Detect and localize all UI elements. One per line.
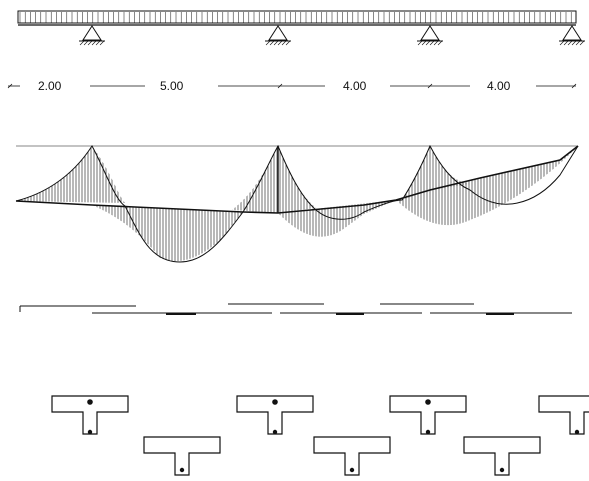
beam-elevation [17,10,585,46]
cross-sections [51,395,589,476]
dim-tick [427,83,433,89]
tee-outline [538,395,589,435]
rebar-dot [87,399,93,405]
load-arrow-row [19,12,572,23]
tee-section [538,395,589,435]
tee-outline [463,436,541,476]
tee-outline [236,395,314,435]
tee-section [313,436,391,476]
tee-section [143,436,221,476]
tee-section [389,395,467,435]
tee-section [463,436,541,476]
rebar-dot [87,429,93,435]
tee-outline [143,436,221,476]
span-length-1: 2.00 [38,79,62,93]
rebar-dot [179,467,185,473]
pinned-support [559,25,585,46]
rebar-dot [349,467,355,473]
tee-section [236,395,314,435]
rebar-dot [425,429,431,435]
moment-curve [15,144,579,263]
distributed-load-band [17,10,577,24]
moment-closing-line [15,145,579,214]
tee-section [51,395,129,435]
dim-tick [277,83,283,89]
pinned-support [265,25,291,46]
rebar-dot [499,467,505,473]
tee-outline [51,395,129,435]
span-length-4: 4.00 [487,79,511,93]
support-row [79,25,585,46]
rebar-dot [272,399,278,405]
rebar-dot [425,399,431,405]
span-length-3: 4.00 [343,79,367,93]
pinned-support [79,25,105,46]
tee-outline [313,436,391,476]
dim-tick [571,83,577,89]
rebar-dot [272,429,278,435]
span-length-2: 5.00 [160,79,184,93]
bending-moment-diagram [15,144,579,263]
rebar-dot [574,429,580,435]
dim-tick [7,83,13,89]
pinned-support [417,25,443,46]
reinforcement-layout [19,303,572,315]
dimension-line: 2.00 5.00 4.00 4.00 [7,79,577,93]
tee-outline [389,395,467,435]
